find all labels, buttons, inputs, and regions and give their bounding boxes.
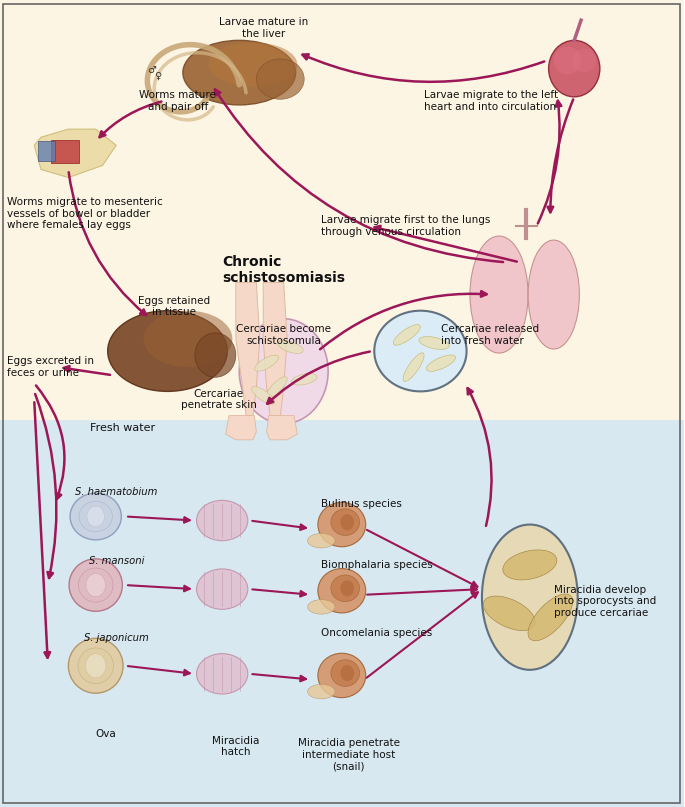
Text: Larvae migrate to the left
heart and into circulation: Larvae migrate to the left heart and int… <box>424 90 558 111</box>
Ellipse shape <box>553 46 581 75</box>
Ellipse shape <box>419 337 449 349</box>
Text: Fresh water: Fresh water <box>90 423 155 433</box>
Ellipse shape <box>208 42 297 86</box>
Text: Cercariae
penetrate skin: Cercariae penetrate skin <box>181 389 257 410</box>
Circle shape <box>87 506 104 527</box>
Ellipse shape <box>68 638 123 693</box>
Ellipse shape <box>195 333 236 378</box>
Ellipse shape <box>318 654 366 697</box>
Polygon shape <box>236 282 260 416</box>
Text: ♂: ♂ <box>147 65 155 74</box>
Ellipse shape <box>426 355 456 371</box>
Text: Bulinus species: Bulinus species <box>321 500 402 509</box>
Text: Chronic
schistosomiasis: Chronic schistosomiasis <box>222 255 345 286</box>
Polygon shape <box>266 416 297 440</box>
Text: Miracidia
hatch: Miracidia hatch <box>212 736 260 757</box>
Ellipse shape <box>549 40 600 97</box>
Circle shape <box>340 580 354 596</box>
Text: Ova: Ova <box>96 730 116 739</box>
Text: ♀: ♀ <box>154 71 161 81</box>
Bar <box>0 0 684 420</box>
Ellipse shape <box>528 240 580 349</box>
Ellipse shape <box>278 341 303 353</box>
Text: Eggs retained
in tissue: Eggs retained in tissue <box>138 296 210 317</box>
Text: S. mansoni: S. mansoni <box>88 556 144 566</box>
Ellipse shape <box>78 568 113 602</box>
Text: S. japonicum: S. japonicum <box>84 633 149 642</box>
Polygon shape <box>225 416 256 440</box>
Ellipse shape <box>308 684 335 699</box>
Polygon shape <box>263 282 287 416</box>
Ellipse shape <box>197 654 248 694</box>
Ellipse shape <box>374 311 466 391</box>
Ellipse shape <box>308 533 335 548</box>
Text: Worms migrate to mesenteric
vessels of bowel or bladder
where females lay eggs: Worms migrate to mesenteric vessels of b… <box>7 197 162 231</box>
Ellipse shape <box>79 501 112 532</box>
Ellipse shape <box>318 568 366 613</box>
Circle shape <box>239 319 328 424</box>
Ellipse shape <box>256 59 304 99</box>
Ellipse shape <box>331 659 360 686</box>
Circle shape <box>86 654 106 678</box>
Text: Worms mature
and pair off: Worms mature and pair off <box>139 90 216 111</box>
Ellipse shape <box>78 648 114 684</box>
Ellipse shape <box>197 500 248 541</box>
Text: Cercariae become
schistosomula: Cercariae become schistosomula <box>236 324 332 345</box>
Ellipse shape <box>69 558 123 612</box>
Text: Eggs excreted in
feces or urine: Eggs excreted in feces or urine <box>7 357 94 378</box>
Ellipse shape <box>403 353 424 382</box>
Ellipse shape <box>484 596 535 630</box>
Ellipse shape <box>251 387 275 404</box>
Ellipse shape <box>528 594 573 641</box>
Circle shape <box>340 514 354 530</box>
Ellipse shape <box>308 600 335 614</box>
Ellipse shape <box>108 311 227 391</box>
Polygon shape <box>34 129 116 178</box>
Text: Oncomelania species: Oncomelania species <box>321 629 432 638</box>
Ellipse shape <box>144 311 232 367</box>
Ellipse shape <box>482 525 577 670</box>
Bar <box>38 141 55 161</box>
Bar <box>0 420 684 807</box>
Text: Biomphalaria species: Biomphalaria species <box>321 560 433 570</box>
Text: S. haematobium: S. haematobium <box>75 487 158 497</box>
Ellipse shape <box>318 502 366 547</box>
Ellipse shape <box>331 575 360 602</box>
Ellipse shape <box>70 493 121 540</box>
Ellipse shape <box>331 509 360 536</box>
Ellipse shape <box>183 40 296 105</box>
Ellipse shape <box>266 377 287 398</box>
Ellipse shape <box>470 236 528 353</box>
Text: Miracidia penetrate
intermediate host
(snail): Miracidia penetrate intermediate host (s… <box>298 738 399 771</box>
Bar <box>51 140 79 163</box>
Circle shape <box>340 665 354 681</box>
Ellipse shape <box>291 374 317 385</box>
Ellipse shape <box>573 48 597 73</box>
Circle shape <box>86 574 105 596</box>
Text: Cercariae released
into fresh water: Cercariae released into fresh water <box>441 324 539 345</box>
Text: Larvae migrate first to the lungs
through venous circulation: Larvae migrate first to the lungs throug… <box>321 215 490 236</box>
Text: Miracidia develop
into sporocysts and
produce cercariae: Miracidia develop into sporocysts and pr… <box>553 584 656 618</box>
Ellipse shape <box>393 324 421 345</box>
Ellipse shape <box>255 355 279 371</box>
Text: Larvae mature in
the liver: Larvae mature in the liver <box>219 18 308 39</box>
Ellipse shape <box>197 569 248 609</box>
Ellipse shape <box>503 550 557 580</box>
